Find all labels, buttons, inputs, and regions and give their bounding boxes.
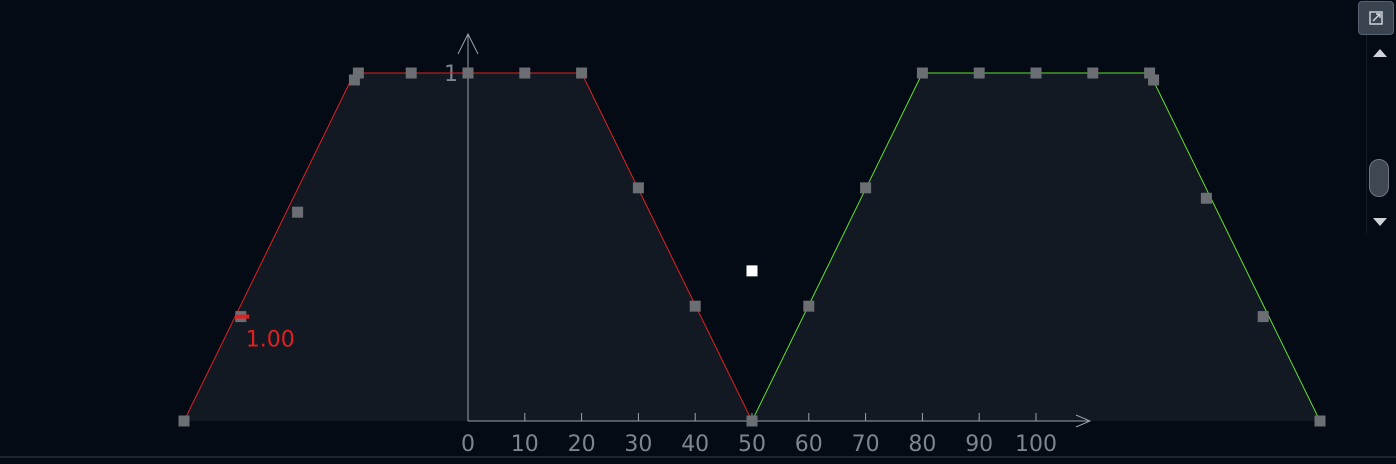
x-tick-label: 40 (681, 432, 709, 457)
series-2-handle[interactable] (803, 300, 815, 312)
series-2-handle[interactable] (916, 67, 928, 79)
triangle-down-icon[interactable] (1373, 218, 1387, 226)
series-1-handle[interactable] (352, 67, 364, 79)
cursor-marker[interactable] (746, 265, 758, 277)
series-2-handle[interactable] (860, 182, 872, 194)
y-axis-arrow (457, 32, 479, 55)
series-2-area (752, 73, 1320, 421)
series-2-handle[interactable] (1144, 67, 1156, 79)
bottom-divider (0, 456, 1396, 458)
series-1-handle[interactable] (689, 300, 701, 312)
x-tick-label: 80 (908, 432, 936, 457)
series-1-handle[interactable] (462, 67, 474, 79)
x-tick-label: 60 (795, 432, 823, 457)
series-1-handle[interactable] (292, 206, 304, 218)
series-2-handle[interactable] (1148, 74, 1160, 86)
x-tick-label: 100 (1015, 432, 1057, 457)
x-tick-label: 0 (461, 432, 475, 457)
selected-value-label: 1.00 (246, 328, 295, 353)
scroll-thumb[interactable] (1369, 159, 1389, 197)
triangle-up-icon[interactable] (1373, 49, 1387, 57)
series-1-handle[interactable] (348, 74, 360, 86)
series-1-handle[interactable] (576, 67, 588, 79)
y-tick-label: 1 (444, 62, 458, 87)
series-2-handle[interactable] (746, 415, 758, 427)
series-2-handle[interactable] (1257, 311, 1269, 323)
series-2-handle[interactable] (973, 67, 985, 79)
series-2-handle[interactable] (1200, 192, 1212, 204)
expand-button[interactable] (1358, 1, 1394, 35)
series-1-handle[interactable] (632, 182, 644, 194)
x-tick-label: 70 (852, 432, 880, 457)
series-2-handle[interactable] (1030, 67, 1042, 79)
x-tick-label: 20 (568, 432, 596, 457)
expand-icon (1369, 11, 1383, 25)
series-1-handle[interactable] (178, 415, 190, 427)
series-2-handle[interactable] (1087, 67, 1099, 79)
series-1-handle[interactable] (405, 67, 417, 79)
x-tick-label: 30 (624, 432, 652, 457)
x-tick-label: 90 (965, 432, 993, 457)
x-tick-label: 50 (738, 432, 766, 457)
series-1-handle[interactable] (519, 67, 531, 79)
x-tick-label: 10 (511, 432, 539, 457)
series-2-handle[interactable] (1314, 415, 1326, 427)
vertical-scrollbar[interactable] (1366, 0, 1396, 234)
x-axis-arrow (1075, 414, 1092, 428)
